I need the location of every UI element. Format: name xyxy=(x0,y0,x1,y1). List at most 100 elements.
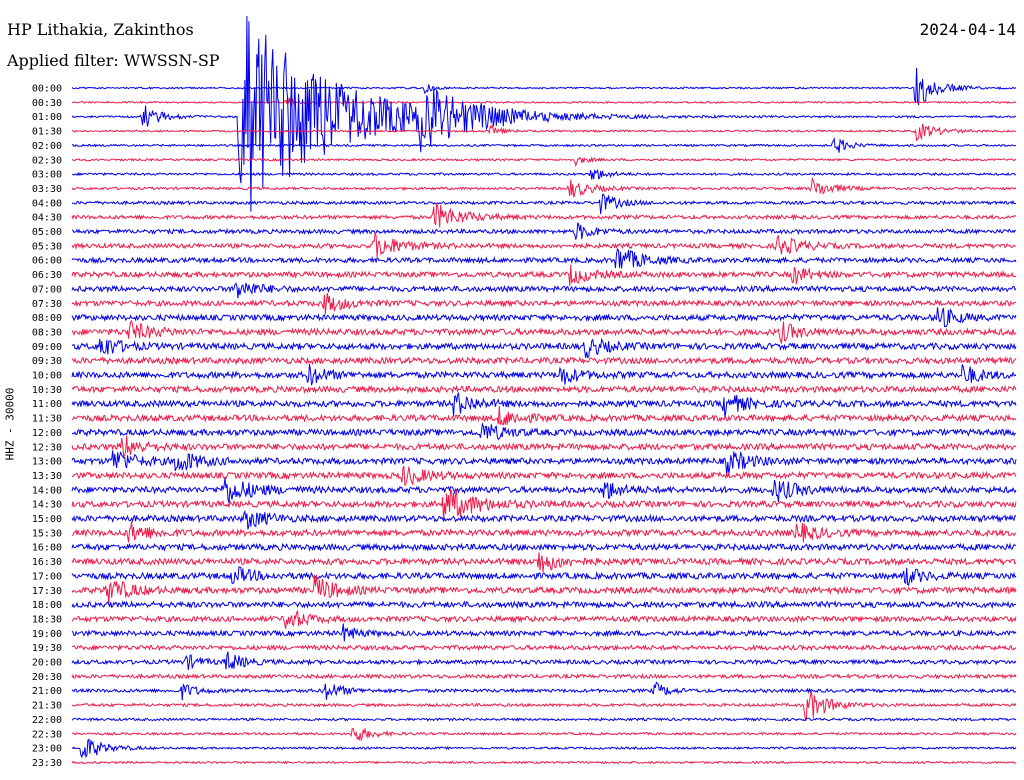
trace-0800 xyxy=(71,307,1017,328)
trace-1100 xyxy=(71,392,1017,418)
time-tick-label: 10:30 xyxy=(32,385,62,396)
trace-0730 xyxy=(71,292,1017,315)
trace-2300 xyxy=(71,738,1017,759)
trace-1600 xyxy=(71,542,1017,553)
trace-0330 xyxy=(71,176,1017,198)
trace-0900 xyxy=(71,337,1017,358)
time-tick-label: 13:00 xyxy=(32,457,62,468)
time-tick-label: 12:00 xyxy=(32,428,62,439)
traces-group xyxy=(71,15,1017,765)
filter-label: Applied filter: WWSSN-SP xyxy=(7,51,220,70)
trace-2330 xyxy=(71,760,1017,765)
trace-1200 xyxy=(71,422,1016,441)
trace-1530 xyxy=(71,521,1017,543)
trace-1500 xyxy=(71,509,1017,530)
time-tick-label: 23:30 xyxy=(32,758,62,769)
time-tick-label: 14:30 xyxy=(32,500,62,511)
time-tick-label: 05:30 xyxy=(32,241,62,252)
trace-0530 xyxy=(71,232,1017,258)
time-tick-label: 20:30 xyxy=(32,672,62,683)
trace-2100 xyxy=(71,681,1017,701)
trace-0200 xyxy=(71,136,1017,153)
time-tick-label: 07:00 xyxy=(32,284,62,295)
time-tick-label: 22:30 xyxy=(32,729,62,740)
time-tick-label: 08:00 xyxy=(32,313,62,324)
time-tick-label: 14:00 xyxy=(32,485,62,496)
time-tick-label: 22:00 xyxy=(32,715,62,726)
date-label: 2024-04-14 xyxy=(919,20,1016,39)
trace-1930 xyxy=(71,643,1017,652)
time-tick-label: 09:30 xyxy=(32,356,62,367)
trace-1300 xyxy=(71,450,1017,476)
trace-1000 xyxy=(71,363,1017,386)
trace-1830 xyxy=(71,609,1017,629)
time-tick-label: 07:30 xyxy=(32,299,62,310)
time-tick-label: 15:30 xyxy=(32,528,62,539)
trace-0500 xyxy=(71,222,1017,240)
time-tick-label: 21:30 xyxy=(32,701,62,712)
time-tick-label: 01:30 xyxy=(32,127,62,138)
time-tick-label: 06:30 xyxy=(32,270,62,281)
time-tick-label: 19:30 xyxy=(32,643,62,654)
trace-0000 xyxy=(71,67,1017,106)
trace-0630 xyxy=(71,264,1017,287)
trace-1900 xyxy=(71,623,1017,642)
time-tick-label: 03:00 xyxy=(32,170,62,181)
time-tick-label: 05:00 xyxy=(32,227,62,238)
time-tick-label: 18:30 xyxy=(32,614,62,625)
trace-2200 xyxy=(71,717,1017,722)
time-tick-label: 03:30 xyxy=(32,184,62,195)
time-tick-label: 21:00 xyxy=(32,686,62,697)
time-tick-label: 02:00 xyxy=(32,141,62,152)
trace-0030 xyxy=(71,97,1017,107)
time-tick-label: 11:00 xyxy=(32,399,62,410)
trace-2230 xyxy=(71,727,1017,742)
time-tick-label: 15:00 xyxy=(32,514,62,525)
time-tick-label: 11:30 xyxy=(32,414,62,425)
time-tick-label: 17:00 xyxy=(32,571,62,582)
trace-0830 xyxy=(71,319,1017,344)
time-tick-label: 23:00 xyxy=(32,744,62,755)
trace-1030 xyxy=(71,384,1017,395)
time-tick-label: 08:30 xyxy=(32,327,62,338)
trace-1400 xyxy=(71,477,1017,503)
trace-0230 xyxy=(71,156,1017,168)
time-tick-label: 09:00 xyxy=(32,342,62,353)
trace-0700 xyxy=(71,282,1017,299)
time-tick-label: 10:00 xyxy=(32,371,62,382)
trace-1430 xyxy=(71,489,1017,522)
trace-0300 xyxy=(71,168,1017,180)
time-tick-label: 12:30 xyxy=(32,442,62,453)
trace-1730 xyxy=(71,574,1017,606)
trace-1800 xyxy=(71,599,1017,610)
time-tick-label: 04:30 xyxy=(32,213,62,224)
trace-2000 xyxy=(71,651,1017,671)
station-title: HP Lithakia, Zakinthos xyxy=(7,20,194,39)
trace-1130 xyxy=(71,406,1017,426)
time-tick-label: 18:00 xyxy=(32,600,62,611)
trace-1700 xyxy=(71,566,1017,586)
trace-2130 xyxy=(71,690,1017,721)
trace-0430 xyxy=(71,202,1017,228)
time-tick-label: 16:30 xyxy=(32,557,62,568)
trace-2030 xyxy=(71,672,1017,680)
trace-1230 xyxy=(71,435,1017,459)
time-tick-labels: 00:00 00:30 01:00 01:30 02:00 02:30 03:00 03:30… xyxy=(32,84,62,769)
trace-0130 xyxy=(71,123,1017,142)
time-tick-label: 04:00 xyxy=(32,198,62,209)
time-tick-label: 17:30 xyxy=(32,586,62,597)
time-tick-label: 16:00 xyxy=(32,543,62,554)
time-tick-label: 02:30 xyxy=(32,155,62,166)
time-tick-label: 13:30 xyxy=(32,471,62,482)
trace-0400 xyxy=(71,193,1016,214)
trace-0930 xyxy=(71,355,1017,366)
trace-1330 xyxy=(71,465,1017,487)
time-tick-label: 00:00 xyxy=(32,84,62,95)
trace-0100 xyxy=(71,15,1017,212)
time-tick-label: 00:30 xyxy=(32,98,62,109)
trace-0600 xyxy=(71,248,1017,269)
time-tick-label: 20:00 xyxy=(32,658,62,669)
time-tick-label: 01:00 xyxy=(32,112,62,123)
